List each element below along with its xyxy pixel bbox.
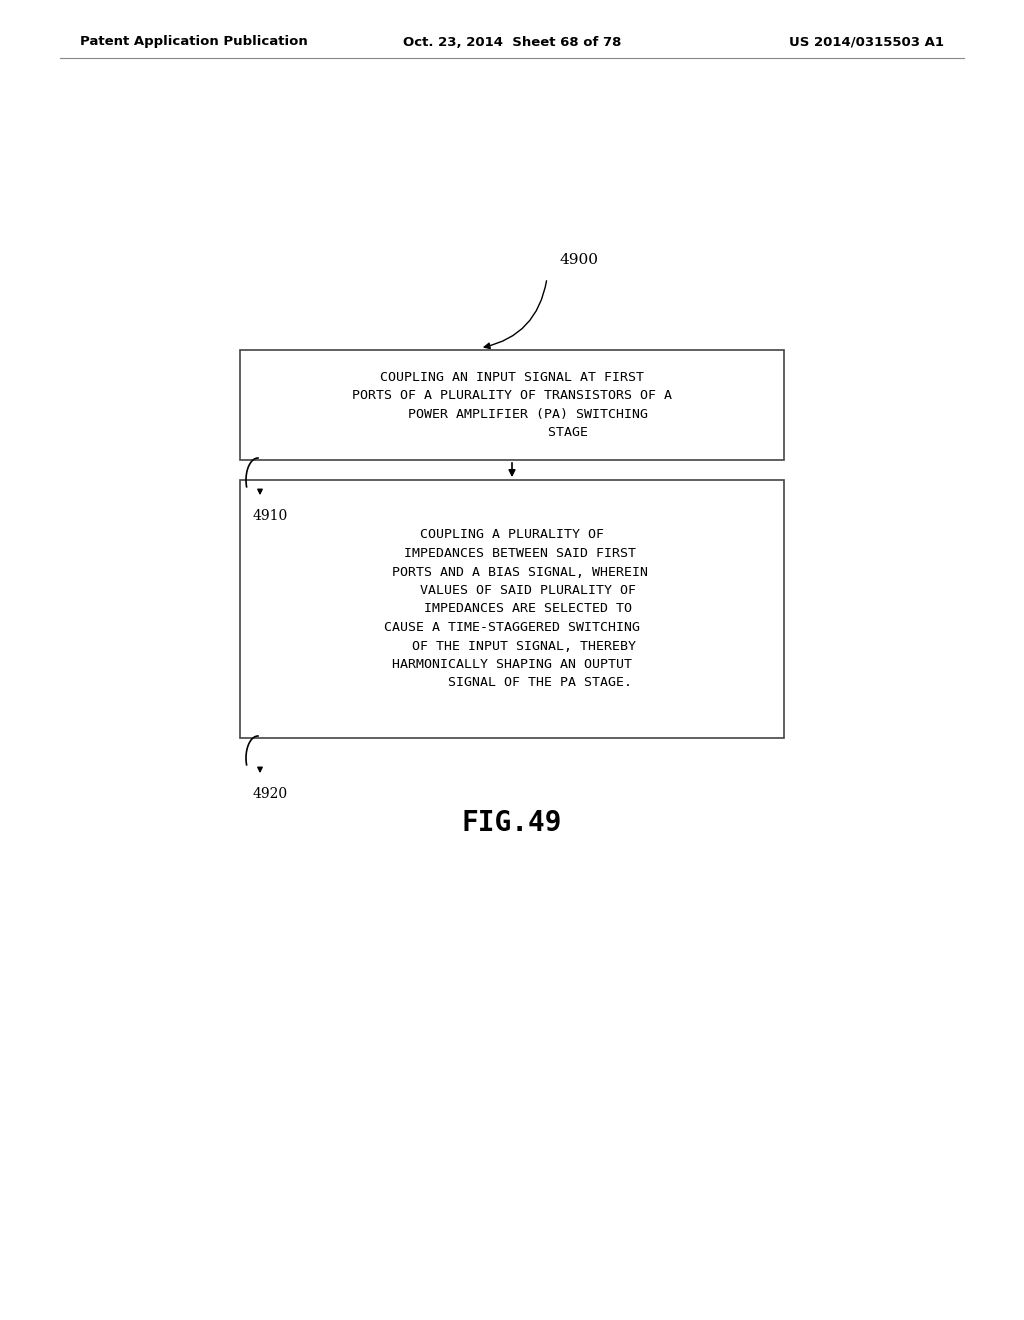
Text: Patent Application Publication: Patent Application Publication: [80, 36, 308, 49]
Text: 4900: 4900: [560, 253, 599, 267]
Text: Oct. 23, 2014  Sheet 68 of 78: Oct. 23, 2014 Sheet 68 of 78: [402, 36, 622, 49]
Text: 4920: 4920: [253, 787, 288, 801]
Bar: [240, 350, 784, 459]
Text: US 2014/0315503 A1: US 2014/0315503 A1: [790, 36, 944, 49]
Text: COUPLING A PLURALITY OF
  IMPEDANCES BETWEEN SAID FIRST
  PORTS AND A BIAS SIGNA: COUPLING A PLURALITY OF IMPEDANCES BETWE…: [376, 528, 648, 689]
Text: 4910: 4910: [253, 510, 288, 523]
Text: COUPLING AN INPUT SIGNAL AT FIRST
PORTS OF A PLURALITY OF TRANSISTORS OF A
    P: COUPLING AN INPUT SIGNAL AT FIRST PORTS …: [352, 371, 672, 440]
Bar: [240, 480, 784, 738]
Text: FIG.49: FIG.49: [462, 809, 562, 837]
